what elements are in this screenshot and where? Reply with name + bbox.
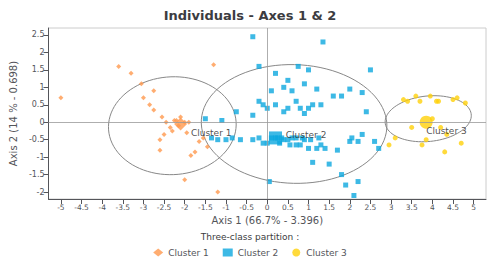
svg-text:0.5: 0.5 (32, 100, 45, 109)
svg-text:1.5: 1.5 (323, 203, 335, 212)
svg-text:-1: -1 (222, 203, 230, 212)
svg-text:Axis 1 (66.7% - 3.396): Axis 1 (66.7% - 3.396) (211, 215, 323, 226)
svg-text:-5: -5 (57, 203, 65, 212)
svg-text:-3: -3 (140, 203, 148, 212)
svg-text:2.5: 2.5 (32, 30, 45, 39)
svg-text:-1.5: -1.5 (198, 203, 213, 212)
svg-text:Cluster 2: Cluster 2 (238, 248, 279, 258)
svg-text:1: 1 (39, 83, 44, 92)
svg-text:-0.5: -0.5 (239, 203, 254, 212)
svg-text:-2.5: -2.5 (157, 203, 172, 212)
svg-text:-3.5: -3.5 (115, 203, 130, 212)
svg-text:2: 2 (39, 48, 44, 57)
svg-text:0.5: 0.5 (282, 203, 294, 212)
svg-text:Cluster 2: Cluster 2 (286, 130, 327, 140)
svg-text:Three-class partition :: Three-class partition : (200, 232, 299, 242)
svg-text:0: 0 (39, 118, 44, 127)
svg-text:-2: -2 (181, 203, 189, 212)
svg-text:-1.5: -1.5 (29, 170, 45, 179)
svg-text:-4.5: -4.5 (74, 203, 89, 212)
svg-text:Cluster 1: Cluster 1 (191, 128, 232, 138)
svg-text:0: 0 (265, 203, 270, 212)
svg-text:-1: -1 (37, 153, 45, 162)
svg-text:3.5: 3.5 (406, 203, 418, 212)
svg-text:2.5: 2.5 (364, 203, 376, 212)
svg-text:4: 4 (430, 203, 435, 212)
svg-text:1: 1 (306, 203, 311, 212)
svg-text:5: 5 (471, 203, 476, 212)
svg-text:1.5: 1.5 (32, 65, 45, 74)
svg-text:2: 2 (347, 203, 352, 212)
svg-text:Cluster 3: Cluster 3 (426, 126, 467, 136)
svg-text:Individuals - Axes 1 & 2: Individuals - Axes 1 & 2 (164, 8, 337, 23)
svg-text:Cluster 1: Cluster 1 (168, 248, 209, 258)
svg-text:-0.5: -0.5 (29, 135, 45, 144)
svg-text:-2: -2 (37, 188, 45, 197)
svg-text:4.5: 4.5 (447, 203, 459, 212)
svg-text:-4: -4 (98, 203, 106, 212)
svg-text:3: 3 (389, 203, 394, 212)
svg-text:Axis 2 (14 % - 0.698): Axis 2 (14 % - 0.698) (8, 61, 19, 166)
svg-text:Cluster 3: Cluster 3 (306, 248, 347, 258)
